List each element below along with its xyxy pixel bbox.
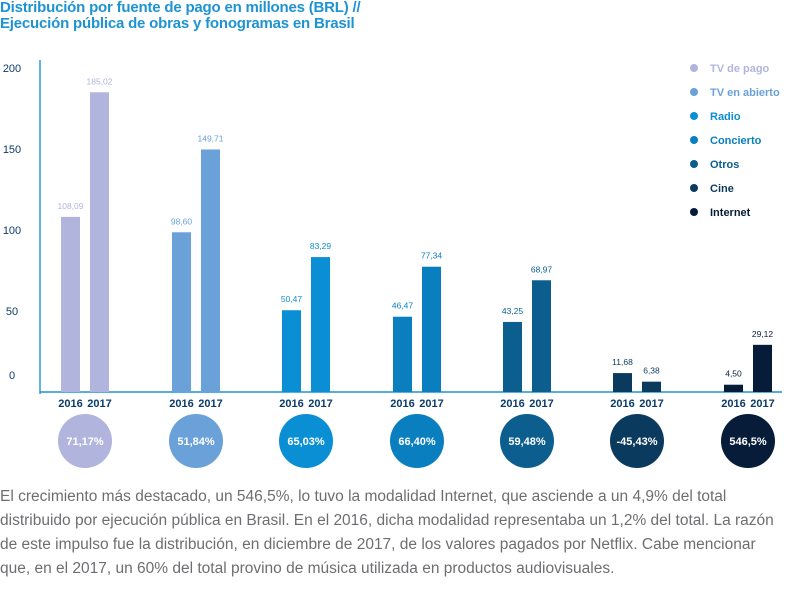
bar — [532, 280, 551, 392]
bar — [753, 344, 772, 392]
year-label: 2017 — [639, 398, 663, 410]
data-label: 68,97 — [531, 264, 553, 274]
legend-marker — [690, 64, 698, 72]
y-tick-label: 50 — [6, 306, 18, 318]
chart-caption: El crecimiento más destacado, un 546,5%,… — [0, 488, 774, 577]
legend-label: Internet — [710, 207, 751, 219]
year-label: 2017 — [87, 398, 111, 410]
data-label: 29,12 — [752, 329, 774, 339]
legend-marker — [690, 136, 698, 144]
bar — [282, 310, 301, 392]
data-label: 50,47 — [281, 294, 303, 304]
y-tick-label: 150 — [3, 144, 21, 156]
year-label: 2017 — [750, 398, 774, 410]
data-label: 11,68 — [612, 357, 633, 367]
growth-circle — [279, 414, 333, 468]
bar — [172, 232, 191, 392]
growth-label: 71,17% — [66, 436, 104, 448]
growth-label: -45,43% — [617, 436, 658, 448]
legend-marker — [690, 88, 698, 96]
bar — [642, 381, 661, 392]
growth-circle — [500, 414, 554, 468]
year-label: 2017 — [529, 398, 553, 410]
growth-circle — [169, 414, 223, 468]
bar — [613, 373, 632, 392]
data-label: 4,50 — [725, 369, 742, 379]
year-label: 2017 — [198, 398, 222, 410]
bar — [503, 321, 522, 392]
bar — [393, 316, 412, 392]
year-label: 2016 — [58, 398, 82, 410]
data-label: 46,47 — [392, 301, 414, 311]
growth-label: 546,5% — [729, 436, 767, 448]
data-label: 43,25 — [502, 306, 524, 316]
legend-marker — [690, 112, 698, 120]
year-label: 2016 — [721, 398, 745, 410]
year-label: 2016 — [500, 398, 524, 410]
data-label: 83,29 — [310, 241, 332, 251]
legend-label: TV en abierto — [710, 87, 780, 99]
data-label: 185,02 — [87, 76, 113, 86]
year-label: 2016 — [169, 398, 193, 410]
growth-label: 66,40% — [398, 436, 436, 448]
growth-label: 59,48% — [508, 436, 546, 448]
growth-circle — [58, 414, 112, 468]
growth-circle — [721, 414, 775, 468]
legend-label: Radio — [710, 111, 741, 123]
year-label: 2016 — [390, 398, 414, 410]
year-label: 2016 — [610, 398, 634, 410]
growth-label: 51,84% — [177, 436, 215, 448]
bar — [422, 266, 441, 392]
data-label: 108,09 — [58, 201, 84, 211]
growth-label: 65,03% — [287, 436, 325, 448]
data-label: 98,60 — [171, 216, 193, 226]
chart-title-line-2: Ejecución pública de obras y fonogramas … — [0, 15, 355, 32]
legend-label: TV de pago — [710, 63, 770, 75]
bar — [90, 92, 109, 392]
year-label: 2016 — [279, 398, 303, 410]
y-tick-label: 100 — [3, 225, 21, 237]
chart-title: Distribución por fuente de pago en millo… — [0, 0, 361, 32]
legend-marker — [690, 184, 698, 192]
legend-marker — [690, 160, 698, 168]
data-label: 6,38 — [643, 366, 660, 376]
legend-marker — [690, 208, 698, 216]
growth-circle — [610, 414, 664, 468]
legend-label: Otros — [710, 159, 739, 171]
bar — [724, 384, 743, 392]
growth-circle — [390, 414, 444, 468]
legend-label: Cine — [710, 183, 734, 195]
bar-chart: 200 150 100 50 0 108,09 2016 185,02 2017 71,17% 98… — [3, 60, 782, 468]
y-tick-label: 0 — [9, 370, 15, 382]
year-label: 2017 — [308, 398, 332, 410]
bar — [311, 257, 330, 392]
y-tick-label: 200 — [3, 63, 21, 75]
chart-title-line-1: Distribución por fuente de pago en millo… — [0, 0, 361, 16]
bar — [61, 216, 80, 392]
legend-label: Concierto — [710, 135, 762, 147]
data-label: 77,34 — [421, 251, 443, 261]
data-label: 149,71 — [198, 133, 224, 143]
year-label: 2017 — [419, 398, 443, 410]
bar — [201, 149, 220, 392]
